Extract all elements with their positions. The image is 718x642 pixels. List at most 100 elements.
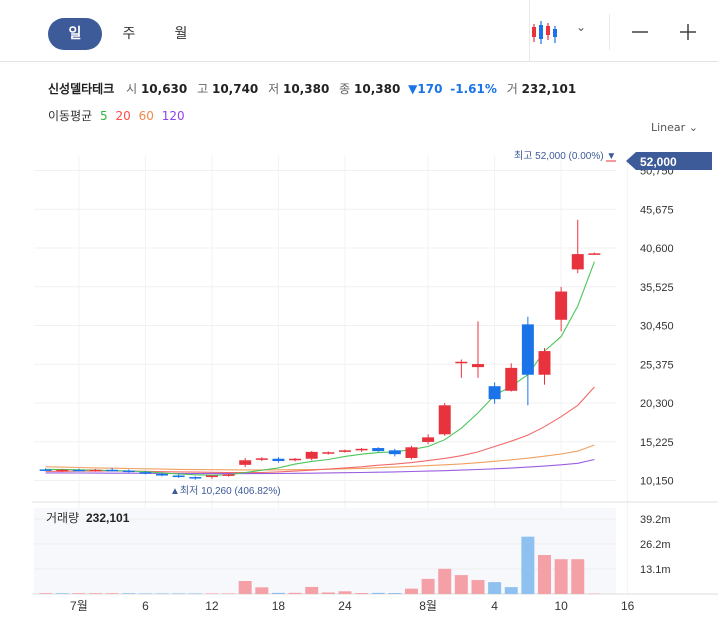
candle-body	[289, 458, 302, 461]
x-tick-label: 7월	[70, 599, 88, 613]
price-tick-label: 45,675	[640, 204, 674, 216]
volume-panel-label: 거래량	[46, 511, 79, 525]
scale-dropdown[interactable]: Linear ⌄	[651, 121, 698, 134]
candle-body	[255, 458, 268, 460]
volume-tick-label: 13.1m	[640, 564, 671, 576]
volume-bar	[421, 578, 435, 594]
candle-body	[272, 458, 285, 462]
change-percent: -1.61%	[450, 82, 497, 96]
low-label: 저	[268, 82, 280, 96]
zoom-out-button[interactable]	[622, 16, 658, 48]
candle-body	[172, 475, 185, 478]
scale-label: Linear	[651, 121, 686, 134]
low-value: 10,380	[282, 82, 330, 96]
high-label: 고	[197, 82, 209, 96]
volume-bar	[122, 593, 136, 594]
candle-body	[222, 474, 235, 476]
volume-label: 거	[506, 82, 518, 96]
chart-type-dropdown[interactable]: ⌄	[518, 14, 610, 50]
candle-body	[588, 253, 601, 255]
volume-panel-value: 232,101	[86, 511, 130, 525]
tab-weekly[interactable]: 주	[122, 26, 136, 42]
ma5-line	[45, 261, 595, 476]
x-tick-label: 6	[142, 599, 149, 613]
volume-bar	[404, 588, 418, 594]
volume-bar	[89, 593, 103, 594]
candle-body	[438, 405, 451, 435]
zoom-in-button[interactable]	[670, 16, 706, 48]
plus-icon	[680, 24, 696, 40]
moving-average-legend[interactable]: 이동평균 5 20 60 120	[48, 107, 189, 124]
price-tick-label: 30,450	[640, 321, 674, 333]
volume-bar	[238, 581, 252, 594]
candle-body	[405, 447, 418, 458]
ma20-legend: 20	[115, 109, 131, 123]
candlestick-icon	[532, 21, 557, 44]
chevron-down-icon: ⌄	[576, 20, 587, 34]
price-tick-label: 35,525	[640, 282, 674, 294]
volume-bar	[488, 582, 502, 594]
candle-body	[372, 448, 385, 452]
volume-bar	[504, 587, 518, 594]
close-label: 종	[339, 82, 351, 96]
price-tick-label: 10,150	[640, 476, 674, 488]
volume-value: 232,101	[521, 82, 577, 96]
candle-body	[72, 469, 85, 472]
candle-body	[455, 361, 468, 364]
period-tabs: 일 주 월	[30, 0, 530, 62]
volume-bar	[222, 593, 236, 594]
x-tick-label: 4	[491, 599, 498, 613]
candle-body	[538, 351, 551, 375]
current-price-label: 52,000	[640, 155, 677, 169]
chart-toolbar: 일 주 월 ⌄	[0, 0, 718, 62]
candle-body	[139, 472, 152, 474]
high-annotation: 최고 52,000 (0.00%) ▼	[514, 150, 616, 162]
price-tick-label: 25,375	[640, 359, 674, 371]
volume-bar	[471, 580, 485, 594]
volume-bar	[39, 593, 53, 594]
candle-body	[122, 470, 135, 473]
minus-icon	[632, 31, 648, 33]
volume-bar	[55, 593, 69, 594]
change-value: ▼170	[408, 82, 443, 96]
close-value: 10,380	[354, 82, 401, 96]
volume-tick-label: 39.2m	[640, 514, 671, 526]
price-tick-label: 15,225	[640, 437, 674, 449]
candle-body	[239, 460, 252, 465]
ma60-legend: 60	[138, 109, 154, 123]
volume-bar	[255, 587, 269, 594]
tab-monthly[interactable]: 월	[174, 26, 188, 42]
ma5-legend: 5	[100, 109, 108, 123]
tab-daily[interactable]: 일	[48, 18, 102, 50]
x-tick-label: 18	[272, 599, 286, 613]
volume-bar	[138, 593, 152, 594]
candle-body	[56, 469, 69, 472]
candle-body	[505, 367, 518, 391]
candle-body	[189, 477, 202, 479]
volume-bar	[338, 591, 352, 594]
x-tick-label: 24	[338, 599, 352, 613]
candle-body	[388, 450, 401, 455]
volume-tick-label: 26.2m	[640, 539, 671, 551]
candle-body	[555, 291, 568, 320]
current-price-tag	[626, 152, 712, 170]
candle-body	[322, 452, 335, 454]
stock-name: 신성델타테크	[48, 82, 115, 96]
chevron-down-icon: ⌄	[688, 121, 698, 134]
volume-bar	[454, 575, 468, 594]
candle-body	[305, 451, 318, 459]
candle-body	[488, 386, 501, 400]
volume-bar	[271, 592, 285, 594]
quote-summary: 신성델타테크 시 10,630 고 10,740 저 10,380 종 10,3…	[48, 80, 580, 97]
volume-bar	[105, 593, 119, 594]
volume-bar	[288, 592, 302, 594]
candle-body	[156, 474, 169, 476]
volume-bar	[554, 559, 568, 594]
open-label: 시	[126, 82, 138, 96]
volume-bar	[538, 555, 551, 594]
volume-bar	[205, 593, 219, 594]
high-value: 10,740	[211, 82, 259, 96]
candle-body	[338, 450, 351, 452]
ma-label: 이동평균	[48, 109, 93, 123]
